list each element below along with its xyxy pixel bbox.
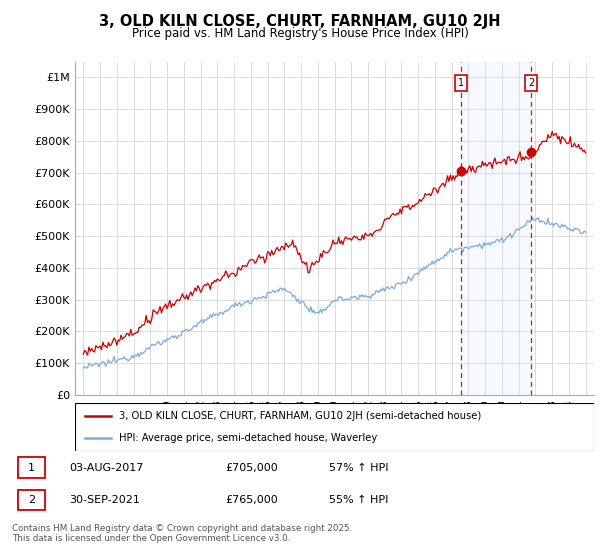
Text: 3, OLD KILN CLOSE, CHURT, FARNHAM, GU10 2JH: 3, OLD KILN CLOSE, CHURT, FARNHAM, GU10 …: [99, 14, 501, 29]
Bar: [461, 62, 531, 395]
Text: HPI: Average price, semi-detached house, Waverley: HPI: Average price, semi-detached house,…: [119, 433, 377, 443]
Text: £705,000: £705,000: [225, 463, 278, 473]
Text: 1: 1: [28, 463, 35, 473]
Text: 2: 2: [28, 495, 35, 505]
Text: 55% ↑ HPI: 55% ↑ HPI: [329, 495, 388, 505]
Text: Price paid vs. HM Land Registry's House Price Index (HPI): Price paid vs. HM Land Registry's House …: [131, 27, 469, 40]
Text: 3, OLD KILN CLOSE, CHURT, FARNHAM, GU10 2JH (semi-detached house): 3, OLD KILN CLOSE, CHURT, FARNHAM, GU10 …: [119, 411, 481, 421]
Text: £765,000: £765,000: [225, 495, 278, 505]
Text: 1: 1: [458, 78, 464, 88]
FancyBboxPatch shape: [75, 403, 594, 451]
FancyBboxPatch shape: [18, 489, 46, 510]
Text: 30-SEP-2021: 30-SEP-2021: [70, 495, 140, 505]
Text: Contains HM Land Registry data © Crown copyright and database right 2025.
This d: Contains HM Land Registry data © Crown c…: [12, 524, 352, 543]
Text: 03-AUG-2017: 03-AUG-2017: [70, 463, 144, 473]
Text: 2: 2: [528, 78, 535, 88]
FancyBboxPatch shape: [18, 458, 46, 478]
Text: 57% ↑ HPI: 57% ↑ HPI: [329, 463, 388, 473]
